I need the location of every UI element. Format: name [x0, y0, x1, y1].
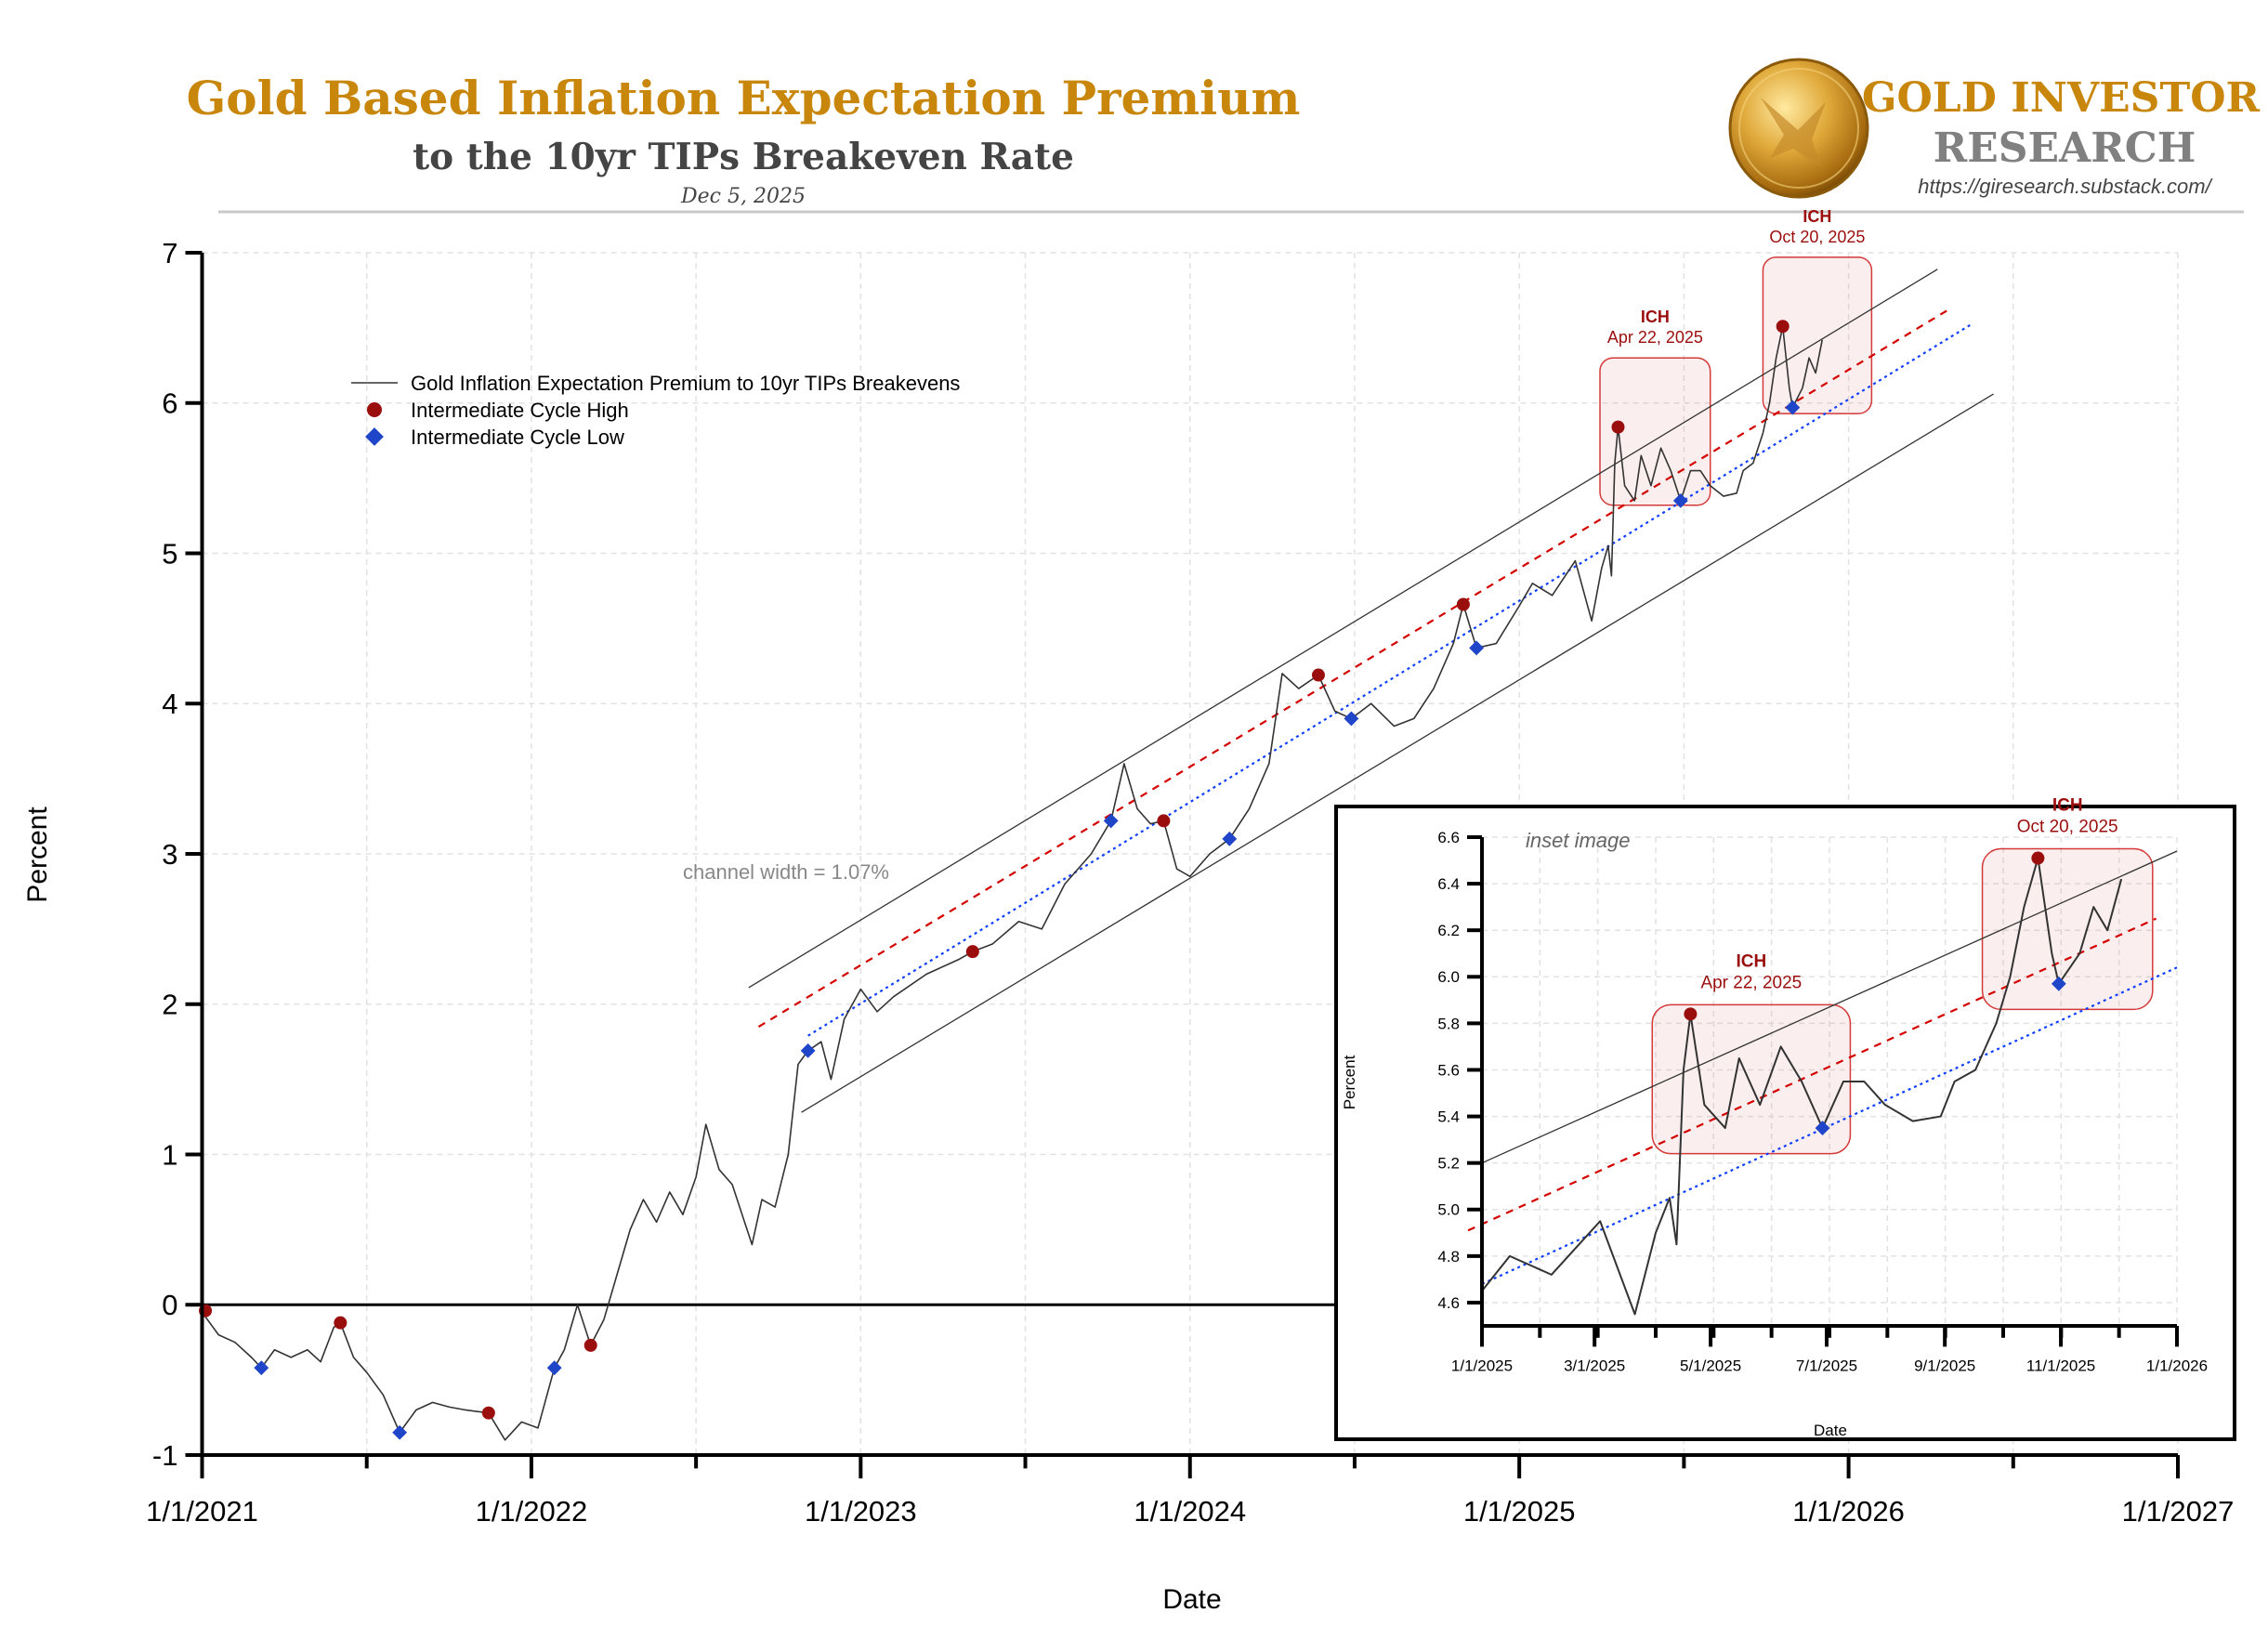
- ich-label: ICH: [2052, 796, 2083, 816]
- y-tick-label: 2: [162, 989, 177, 1021]
- inset-plot: ICH Apr 22, 2025 ICH Oct 20, 2025 4.6 4.8 5.0 5…: [1334, 796, 2236, 1441]
- inset-x-axis-label: Date: [1814, 1422, 1847, 1439]
- icl-marker: [546, 1360, 562, 1376]
- highlight-box: [1981, 847, 2154, 1011]
- ich-marker: [965, 945, 979, 959]
- icl-marker: [254, 1360, 269, 1376]
- icl-marker: [2051, 976, 2066, 991]
- x-tick-label: 1/1/2026: [2146, 1357, 2208, 1374]
- y-tick-label: 3: [162, 838, 177, 871]
- ich-date-label: Oct 20, 2025: [1769, 228, 1865, 246]
- legend-icl-marker: [365, 427, 384, 446]
- ich-date-label: Oct 20, 2025: [2017, 818, 2118, 837]
- y-tick-label: 4.6: [1437, 1294, 1460, 1312]
- y-axis-label: Percent: [22, 806, 53, 903]
- chart-date: Dec 5, 2025: [680, 185, 806, 208]
- chart-title: Gold Based Inflation Expectation Premium: [187, 71, 1301, 125]
- ich-marker: [2031, 851, 2045, 865]
- brand-name-line2: RESEARCH: [1934, 125, 2196, 172]
- ich-marker: [1456, 597, 1470, 611]
- y-tick-label: -1: [152, 1439, 178, 1472]
- x-tick-label: 1/1/2025: [1463, 1495, 1576, 1528]
- x-tick-label: 11/1/2025: [2026, 1357, 2095, 1374]
- icl-marker: [800, 1042, 816, 1058]
- y-tick-label: 1: [162, 1138, 177, 1171]
- icl-marker: [392, 1424, 408, 1440]
- brand-name-line1: GOLD INVESTOR: [1862, 74, 2261, 122]
- icl-marker: [1103, 813, 1119, 829]
- main-plot: ICH Apr 22, 2025 ICH Oct 20, 2025 -1 0 1 2 3 4 5 6 7…: [146, 207, 2234, 1528]
- series-line: [1481, 857, 2123, 1316]
- ich-label: ICH: [1641, 308, 1670, 326]
- icl-marker: [1469, 640, 1485, 656]
- y-tick-label: 5.0: [1437, 1201, 1460, 1219]
- y-tick-label: 5.6: [1437, 1061, 1460, 1079]
- ich-date-label: Apr 22, 2025: [1607, 328, 1703, 347]
- icl-marker: [1672, 492, 1688, 508]
- x-tick-label: 1/1/2023: [805, 1495, 917, 1528]
- legend: Gold Inflation Expectation Premium to 10…: [351, 372, 960, 449]
- highlight-box: [1762, 256, 1873, 414]
- legend-label-icl: Intermediate Cycle Low: [411, 426, 624, 449]
- channel-width-annotation: channel width = 1.07%: [683, 860, 889, 884]
- ich-label: ICH: [1803, 207, 1831, 226]
- x-tick-label: 5/1/2025: [1680, 1357, 1741, 1374]
- y-tick-label: 7: [162, 237, 177, 269]
- ich-date-label: Apr 22, 2025: [1700, 973, 1802, 992]
- legend-label-series: Gold Inflation Expectation Premium to 10…: [411, 372, 960, 395]
- y-tick-label: 0: [162, 1289, 177, 1321]
- chart-subtitle: to the 10yr TIPs Breakeven Rate: [413, 136, 1074, 178]
- brand-url[interactable]: https://giresearch.substack.com/: [1918, 175, 2212, 198]
- channel-line-red-dashed: [1467, 917, 2157, 1232]
- x-tick-label: 1/1/2021: [146, 1495, 258, 1528]
- y-tick-label: 5.8: [1437, 1015, 1460, 1032]
- icl-marker: [1785, 400, 1801, 415]
- legend-label-ich: Intermediate Cycle High: [411, 399, 629, 422]
- y-tick-label: 6.2: [1437, 922, 1460, 939]
- ich-marker: [1311, 668, 1325, 682]
- gold-eagle-coin-icon: [1728, 58, 1869, 199]
- ich-marker: [583, 1338, 597, 1352]
- ich-marker: [1611, 420, 1625, 434]
- ich-marker: [334, 1316, 347, 1330]
- series-line: [201, 325, 1824, 1441]
- legend-ich-marker: [367, 402, 382, 417]
- highlight-box: [1651, 1003, 1852, 1155]
- ich-marker: [1157, 814, 1171, 828]
- ich-marker: [1684, 1007, 1698, 1021]
- y-tick-label: 5.2: [1437, 1155, 1460, 1173]
- icl-marker: [1222, 831, 1238, 846]
- x-tick-label: 3/1/2025: [1564, 1357, 1625, 1374]
- x-tick-label: 7/1/2025: [1796, 1357, 1857, 1374]
- x-tick-label: 9/1/2025: [1914, 1357, 1975, 1374]
- y-tick-label: 6: [162, 387, 177, 420]
- inset-y-axis-label: Percent: [1341, 1055, 1358, 1109]
- y-tick-label: 6.6: [1437, 829, 1460, 846]
- inset-frame: [1334, 805, 2236, 1441]
- inset-title: inset image: [1526, 829, 1631, 852]
- y-tick-label: 6.0: [1437, 968, 1460, 986]
- y-tick-label: 4: [162, 688, 177, 720]
- y-tick-label: 5: [162, 537, 177, 570]
- x-tick-label: 1/1/2026: [1792, 1495, 1905, 1528]
- channel-line-upper: [1481, 850, 2178, 1164]
- channel-line-red-dashed: [757, 307, 1952, 1028]
- y-tick-label: 6.4: [1437, 875, 1460, 893]
- x-tick-label: 1/1/2025: [1451, 1357, 1513, 1374]
- channel-line-upper: [748, 269, 1938, 989]
- x-axis-label: Date: [1162, 1584, 1221, 1615]
- highlight-box: [1599, 357, 1711, 506]
- x-tick-label: 1/1/2024: [1134, 1495, 1246, 1528]
- y-tick-label: 5.4: [1437, 1108, 1460, 1126]
- ich-marker: [481, 1406, 495, 1420]
- icl-marker: [1344, 711, 1359, 727]
- ich-marker: [1776, 320, 1789, 334]
- x-tick-label: 1/1/2027: [2122, 1495, 2235, 1528]
- y-tick-label: 4.8: [1437, 1248, 1460, 1265]
- channel-line-lower: [801, 393, 1994, 1113]
- x-tick-label: 1/1/2022: [476, 1495, 588, 1528]
- ich-label: ICH: [1736, 951, 1766, 971]
